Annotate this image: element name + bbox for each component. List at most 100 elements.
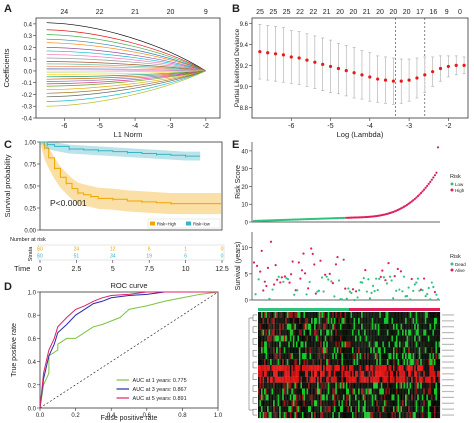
heatmap-cell <box>259 412 262 419</box>
heatmap-cell <box>270 370 272 377</box>
heatmap-cell <box>295 376 298 383</box>
heatmap-cell <box>385 400 388 407</box>
heatmap-cell <box>271 353 274 360</box>
heatmap-cell <box>436 376 439 383</box>
heatmap-cell <box>344 329 347 336</box>
x-tick-label-d: 0.4 <box>107 413 116 419</box>
heatmap-cell <box>311 388 313 395</box>
dendrogram-branch <box>252 350 257 357</box>
heatmap-cell <box>318 365 321 371</box>
heatmap-cell <box>436 317 439 324</box>
risk-score-point <box>302 218 305 221</box>
heatmap-cell <box>373 394 375 401</box>
heatmap-cell <box>303 388 306 395</box>
heatmap-cell <box>341 335 344 342</box>
heatmap-cell <box>385 347 388 354</box>
heatmap-cell <box>405 370 407 377</box>
heatmap-cell <box>352 376 354 383</box>
heatmap-cell <box>276 400 278 407</box>
heatmap-cell <box>262 406 265 413</box>
heatmap-cell <box>338 412 340 419</box>
heatmap-cell <box>355 347 357 354</box>
heatmap-cell <box>280 388 283 395</box>
heatmap-cell <box>394 359 397 366</box>
heatmap-cell <box>430 317 433 324</box>
heatmap-cell <box>429 365 431 371</box>
heatmap-cell <box>380 317 383 324</box>
heatmap-cell <box>436 341 439 348</box>
heatmap-cell <box>306 382 309 389</box>
heatmap-cell <box>261 394 263 401</box>
heatmap-cell <box>374 323 377 330</box>
heatmap-cell <box>305 353 307 360</box>
heatmap-cell <box>329 317 331 324</box>
heatmap-cell <box>409 370 412 377</box>
heatmap-cell <box>361 400 363 407</box>
heatmap-cell <box>420 400 422 407</box>
heatmap-cell <box>358 317 360 324</box>
heatmap-cell <box>382 335 384 342</box>
survival-point <box>288 281 291 284</box>
heatmap-cell <box>273 382 275 389</box>
risk-score-point <box>345 216 348 219</box>
heatmap-cell <box>383 312 386 318</box>
heatmap-cell <box>385 370 388 377</box>
heatmap-cell <box>415 388 418 395</box>
heatmap-cell <box>262 353 265 360</box>
heatmap-cell <box>335 353 337 360</box>
heatmap-cell <box>330 312 333 318</box>
heatmap-cell <box>359 335 362 342</box>
heatmap-cell <box>259 323 262 330</box>
heatmap-cell <box>356 341 359 348</box>
heatmap-cell <box>288 400 290 407</box>
legend-label-d: AUC at 3 years: 0.867 <box>133 387 187 393</box>
heatmap-cell <box>342 382 345 389</box>
heatmap-cell <box>312 382 315 389</box>
heatmap-cell <box>405 329 407 336</box>
heatmap-cell <box>380 353 383 360</box>
heatmap-cell <box>309 329 312 336</box>
heatmap-cell <box>327 406 330 413</box>
heatmap-cell <box>311 394 313 401</box>
survival-point <box>376 288 379 292</box>
survival-point <box>294 289 297 292</box>
heatmap-cell <box>345 323 348 330</box>
heatmap-cell <box>311 412 313 419</box>
heatmap-cell <box>430 347 433 354</box>
heatmap-cell <box>335 312 337 318</box>
heatmap-cell <box>277 323 280 330</box>
heatmap-cell <box>406 406 409 413</box>
heatmap-cell <box>411 341 413 348</box>
heatmap-cell <box>386 359 389 366</box>
heatmap-cell <box>415 329 418 336</box>
heatmap-cell <box>373 400 375 407</box>
heatmap-cell <box>285 359 287 366</box>
heatmap-cell <box>414 323 416 330</box>
heatmap-cell <box>271 376 274 383</box>
heatmap-cell <box>433 329 436 336</box>
heatmap-cell <box>352 400 354 407</box>
heatmap-cell <box>367 412 369 419</box>
heatmap-cell <box>358 370 360 377</box>
heatmap-cell <box>406 312 409 318</box>
risk-count-low: 19 <box>146 254 152 260</box>
heatmap-cell <box>383 382 386 389</box>
heatmap-cell <box>374 370 377 377</box>
heatmap-cell <box>429 341 431 348</box>
heatmap-cell <box>430 412 433 419</box>
heatmap-cell <box>298 400 301 407</box>
heatmap-cell <box>297 365 300 371</box>
heatmap-cell <box>306 406 309 413</box>
heatmap-cell <box>405 388 407 395</box>
heatmap-cell <box>423 329 425 336</box>
deviance-point <box>281 53 286 57</box>
heatmap-cell <box>262 382 265 389</box>
heatmap-cell <box>294 394 297 401</box>
heatmap-cell <box>412 312 415 318</box>
survival-point <box>274 264 277 267</box>
heatmap-cell <box>259 353 262 360</box>
heatmap-cell <box>327 353 330 360</box>
heatmap-cell <box>294 370 297 377</box>
heatmap-cell <box>285 312 287 318</box>
heatmap-cell <box>392 406 395 413</box>
